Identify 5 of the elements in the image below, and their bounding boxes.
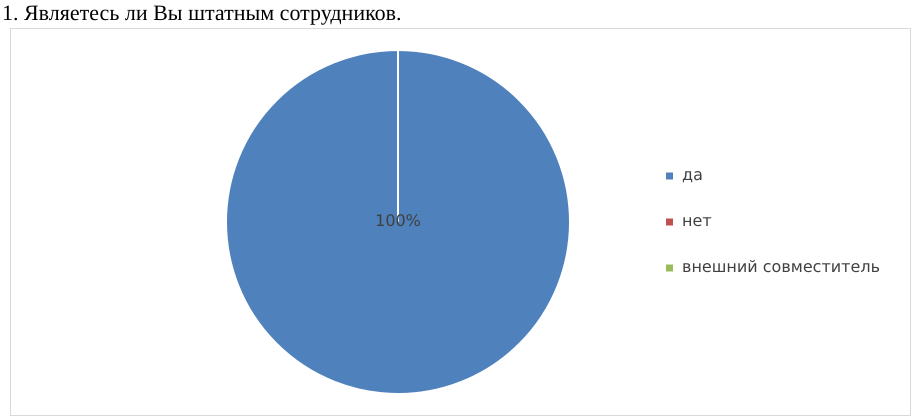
chart-title: 1. Являетесь ли Вы штатным сотрудников. (2, 0, 402, 26)
data-label: 100% (375, 211, 421, 230)
legend-label: нет (682, 211, 712, 230)
legend-label: внешний совместитель (682, 257, 880, 276)
legend-label: да (682, 165, 703, 184)
